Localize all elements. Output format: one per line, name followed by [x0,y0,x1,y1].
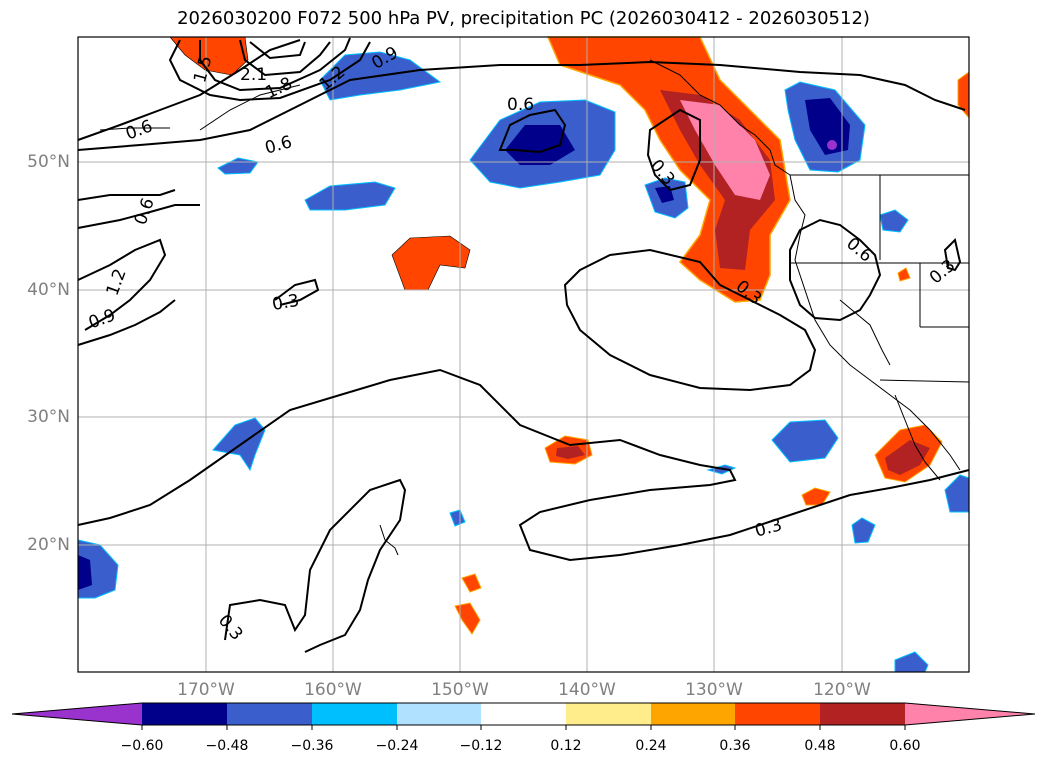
colorbar-cell [142,703,227,725]
colorbar-tick-label: 0.60 [889,738,921,754]
graticule [78,37,969,672]
contour-label: 0.6 [507,95,534,115]
contour-label: 0.6 [842,234,876,267]
precip-negative-core [78,555,92,590]
contour-label: 2.1 [240,65,267,85]
precip-negative-area [212,417,266,472]
colorbar-tick-label: −0.60 [120,738,164,754]
lon-label-170w: 170°W [177,680,235,700]
precip-negative-area [217,157,259,175]
precip-negative-area [449,509,466,527]
colorbar-cell [820,703,905,725]
colorbar-cell [397,703,481,725]
precip-negative-core [505,125,575,165]
lon-label-120w: 120°W [813,680,871,700]
precip-positive-core [885,440,930,475]
contour-label: 0.3 [753,515,784,541]
precip-positive-area [461,573,482,593]
contour-label: 0.3 [214,611,247,645]
precip-positive-area [897,267,911,282]
precip-fields [77,36,970,673]
precip-negative-area [851,517,876,544]
precip-negative-area [879,209,909,233]
precip-positive-area [957,71,970,120]
precip-negative-area [304,181,396,211]
colorbar-tick-label: 0.48 [804,738,836,754]
colorbar-tick-label: 0.36 [719,738,751,754]
colorbar-tick-label: −0.12 [459,738,503,754]
precip-negative-max [827,140,837,150]
figure-title: 2026030200 F072 500 hPa PV, precipitatio… [177,8,870,29]
colorbar-cell [651,703,735,725]
precip-negative-area [894,651,929,673]
colorbar-cell [735,703,820,725]
colorbar-tick-label: −0.24 [375,738,419,754]
lat-label-50n: 50°N [27,152,70,172]
colorbar-tick-label: 0.12 [550,738,582,754]
contour-label: 0.6 [131,195,159,227]
precip-negative-core [805,98,850,155]
colorbar-cell [12,703,142,725]
contour-label: 1.2 [103,266,131,298]
lon-label-150w: 150°W [431,680,489,700]
map-frame [77,36,970,673]
lat-label-20n: 20°N [27,535,70,555]
colorbar-cell [481,703,566,725]
contour-label: 0.6 [123,116,155,144]
colorbar [11,702,1036,730]
lon-label-140w: 140°W [558,680,616,700]
lon-label-160w: 160°W [304,680,362,700]
precip-positive-core [556,446,585,459]
colorbar-tick-label: −0.36 [290,738,334,754]
colorbar-tick-label: 0.24 [635,738,667,754]
colorbar-cell [905,703,1035,725]
precip-positive-area [454,602,481,635]
colorbar-cell [566,703,651,725]
colorbar-tick-label: −0.48 [205,738,249,754]
lat-label-40n: 40°N [27,280,70,300]
precip-positive-max [680,100,770,200]
lon-label-130w: 130°W [685,680,743,700]
contour-label: 0.3 [271,291,301,315]
precip-positive-area [391,235,471,291]
colorbar-cell [312,703,397,725]
lat-label-30n: 30°N [27,407,70,427]
contour-label: 0.9 [86,305,118,333]
colorbar-cell [227,703,312,725]
contour-label: 0.3 [926,256,960,289]
contour-label: 0.6 [263,132,294,158]
pv-contours [77,37,970,653]
precip-negative-area [944,474,970,513]
precip-negative-area [771,419,839,463]
precip-positive-area [801,487,831,506]
